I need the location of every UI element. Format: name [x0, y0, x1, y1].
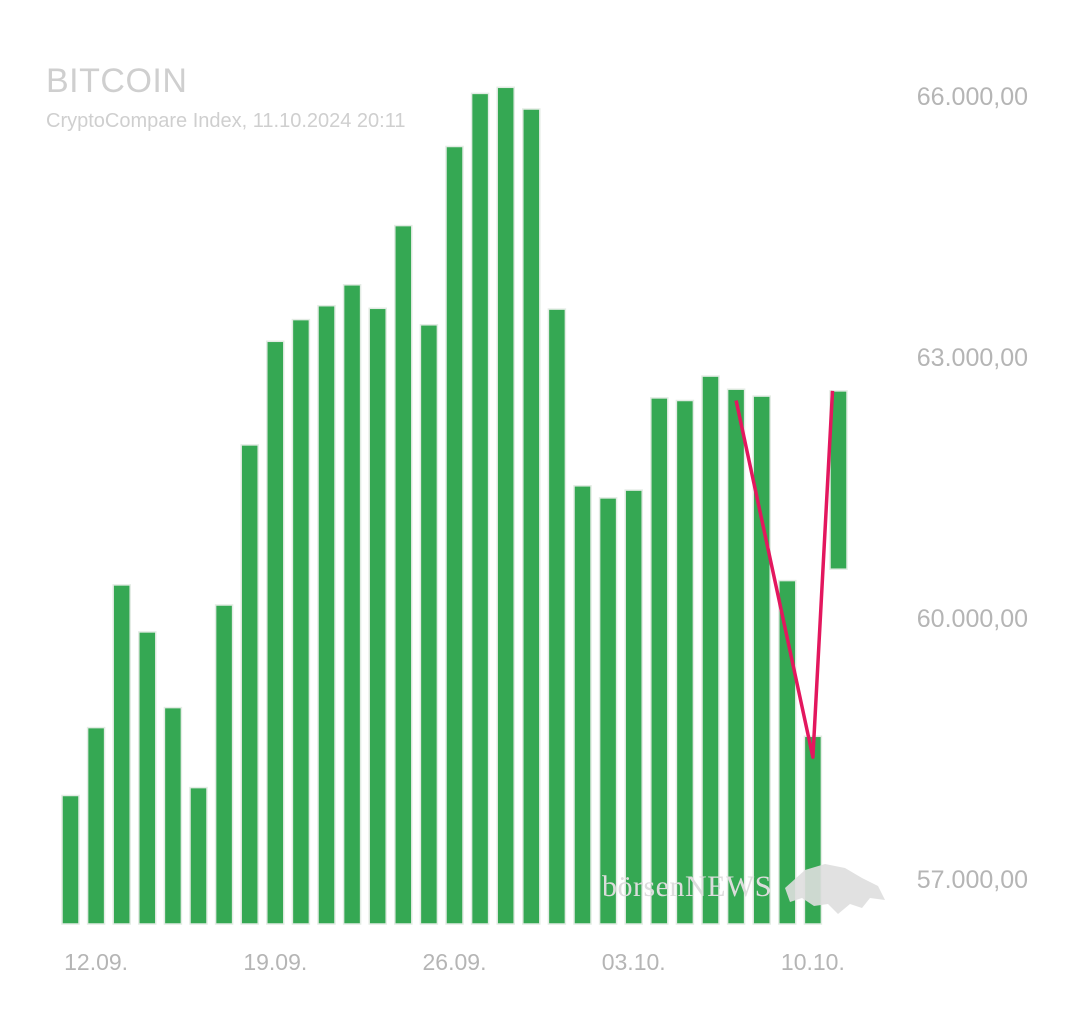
bar-17.09.	[214, 604, 234, 925]
y-tick-label: 63.000,00	[917, 344, 1028, 372]
bar-18.09.	[240, 444, 259, 925]
x-tick-label: 10.10.	[781, 949, 845, 975]
bar-01.10.	[573, 485, 592, 925]
bar-16.09.	[189, 786, 208, 925]
x-tick-label: 19.09.	[243, 949, 307, 975]
bar-22.09.	[342, 284, 362, 925]
bar-12.09.	[86, 726, 106, 925]
overlay-line-group	[734, 390, 835, 759]
bar-11.10.	[829, 390, 848, 570]
chart-subtitle: CryptoCompare Index, 11.10.2024 20:11	[46, 110, 406, 132]
bar-04.10.	[650, 397, 669, 925]
bar-19.09.	[266, 340, 285, 925]
watermark-logo: börsenNEWS	[602, 870, 772, 903]
bar-24.09.	[394, 224, 413, 925]
x-tick-label: 26.09.	[423, 949, 487, 975]
chart-title: BITCOIN	[46, 62, 188, 100]
bar-28.09.	[496, 86, 515, 925]
bar-11.09.	[61, 794, 80, 925]
x-tick-label: 03.10.	[602, 949, 666, 975]
y-axis: 66.000,00 63.000,00 60.000,00 57.000,00	[917, 83, 1028, 894]
bull-icon	[785, 864, 885, 914]
bar-03.10.	[624, 489, 643, 925]
bar-07.10.	[726, 388, 746, 925]
y-tick-label: 60.000,00	[917, 605, 1028, 633]
bar-27.09.	[470, 92, 490, 925]
bar-26.09.	[445, 145, 464, 925]
bar-15.09.	[163, 706, 183, 925]
bar-29.09.	[522, 108, 541, 925]
bar-14.09.	[138, 631, 157, 925]
bar-05.10.	[675, 399, 695, 925]
bar-21.09.	[317, 304, 336, 925]
bar-02.10.	[598, 497, 618, 925]
bar-06.10.	[701, 375, 720, 925]
x-axis: 12.09. 19.09. 26.09. 03.10. 10.10.	[64, 949, 845, 975]
x-tick-label: 12.09.	[64, 949, 128, 975]
bar-30.09.	[547, 308, 567, 925]
bar-20.09.	[291, 318, 311, 925]
bar-23.09.	[368, 307, 387, 925]
y-tick-label: 66.000,00	[917, 83, 1028, 111]
bar-25.09.	[419, 324, 439, 925]
bars-group	[61, 86, 848, 925]
bar-13.09.	[112, 584, 131, 925]
overlay-line	[734, 390, 835, 759]
bar-08.10.	[752, 395, 771, 925]
y-tick-label: 57.000,00	[917, 866, 1028, 894]
bar-09.10.	[778, 579, 797, 925]
